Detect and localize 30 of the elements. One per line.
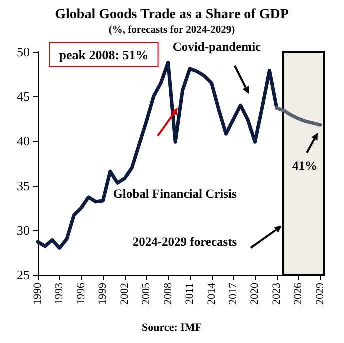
- chart-title: Global Goods Trade as a Share of GDP: [55, 8, 290, 22]
- x-tick-label: 2005: [140, 282, 153, 305]
- x-tick-label: 2020: [249, 282, 262, 305]
- x-tick-label: 2011: [184, 283, 196, 305]
- x-tick-label: 2029: [314, 282, 326, 305]
- x-tick-label: 2023: [270, 282, 283, 305]
- y-tick-label: 45: [17, 89, 30, 104]
- x-tick-label: 2014: [206, 282, 218, 305]
- annotation: Global Financial Crisis: [113, 187, 237, 201]
- x-tick-label: 1990: [32, 282, 44, 305]
- annotation: peak 2008: 51%: [59, 48, 149, 62]
- y-tick-label: 50: [17, 44, 30, 60]
- y-tick-label: 35: [17, 178, 30, 194]
- y-tick-label: 30: [17, 222, 30, 238]
- x-tick-label: 2017: [227, 282, 240, 305]
- x-tick-label: 2026: [292, 282, 305, 305]
- x-tick-label: 2002: [118, 283, 131, 305]
- x-tick-label: 2008: [162, 282, 174, 305]
- line-series: [275, 106, 322, 127]
- annotation: Covid-pandemic: [172, 40, 262, 54]
- x-tick-label: 1993: [54, 282, 66, 305]
- y-tick-label: 25: [17, 268, 30, 282]
- annotation: 41%: [292, 159, 318, 173]
- annotation: 2024-2029 forecasts: [132, 235, 238, 249]
- y-tick-label: 40: [17, 134, 30, 149]
- line-series: [36, 60, 279, 250]
- x-tick-label: 1996: [75, 282, 88, 305]
- source-note: Source: IMF: [142, 322, 202, 334]
- x-tick-label: 1999: [97, 282, 110, 305]
- chart-subtitle: (%, forecasts for 2024-2029): [108, 25, 236, 36]
